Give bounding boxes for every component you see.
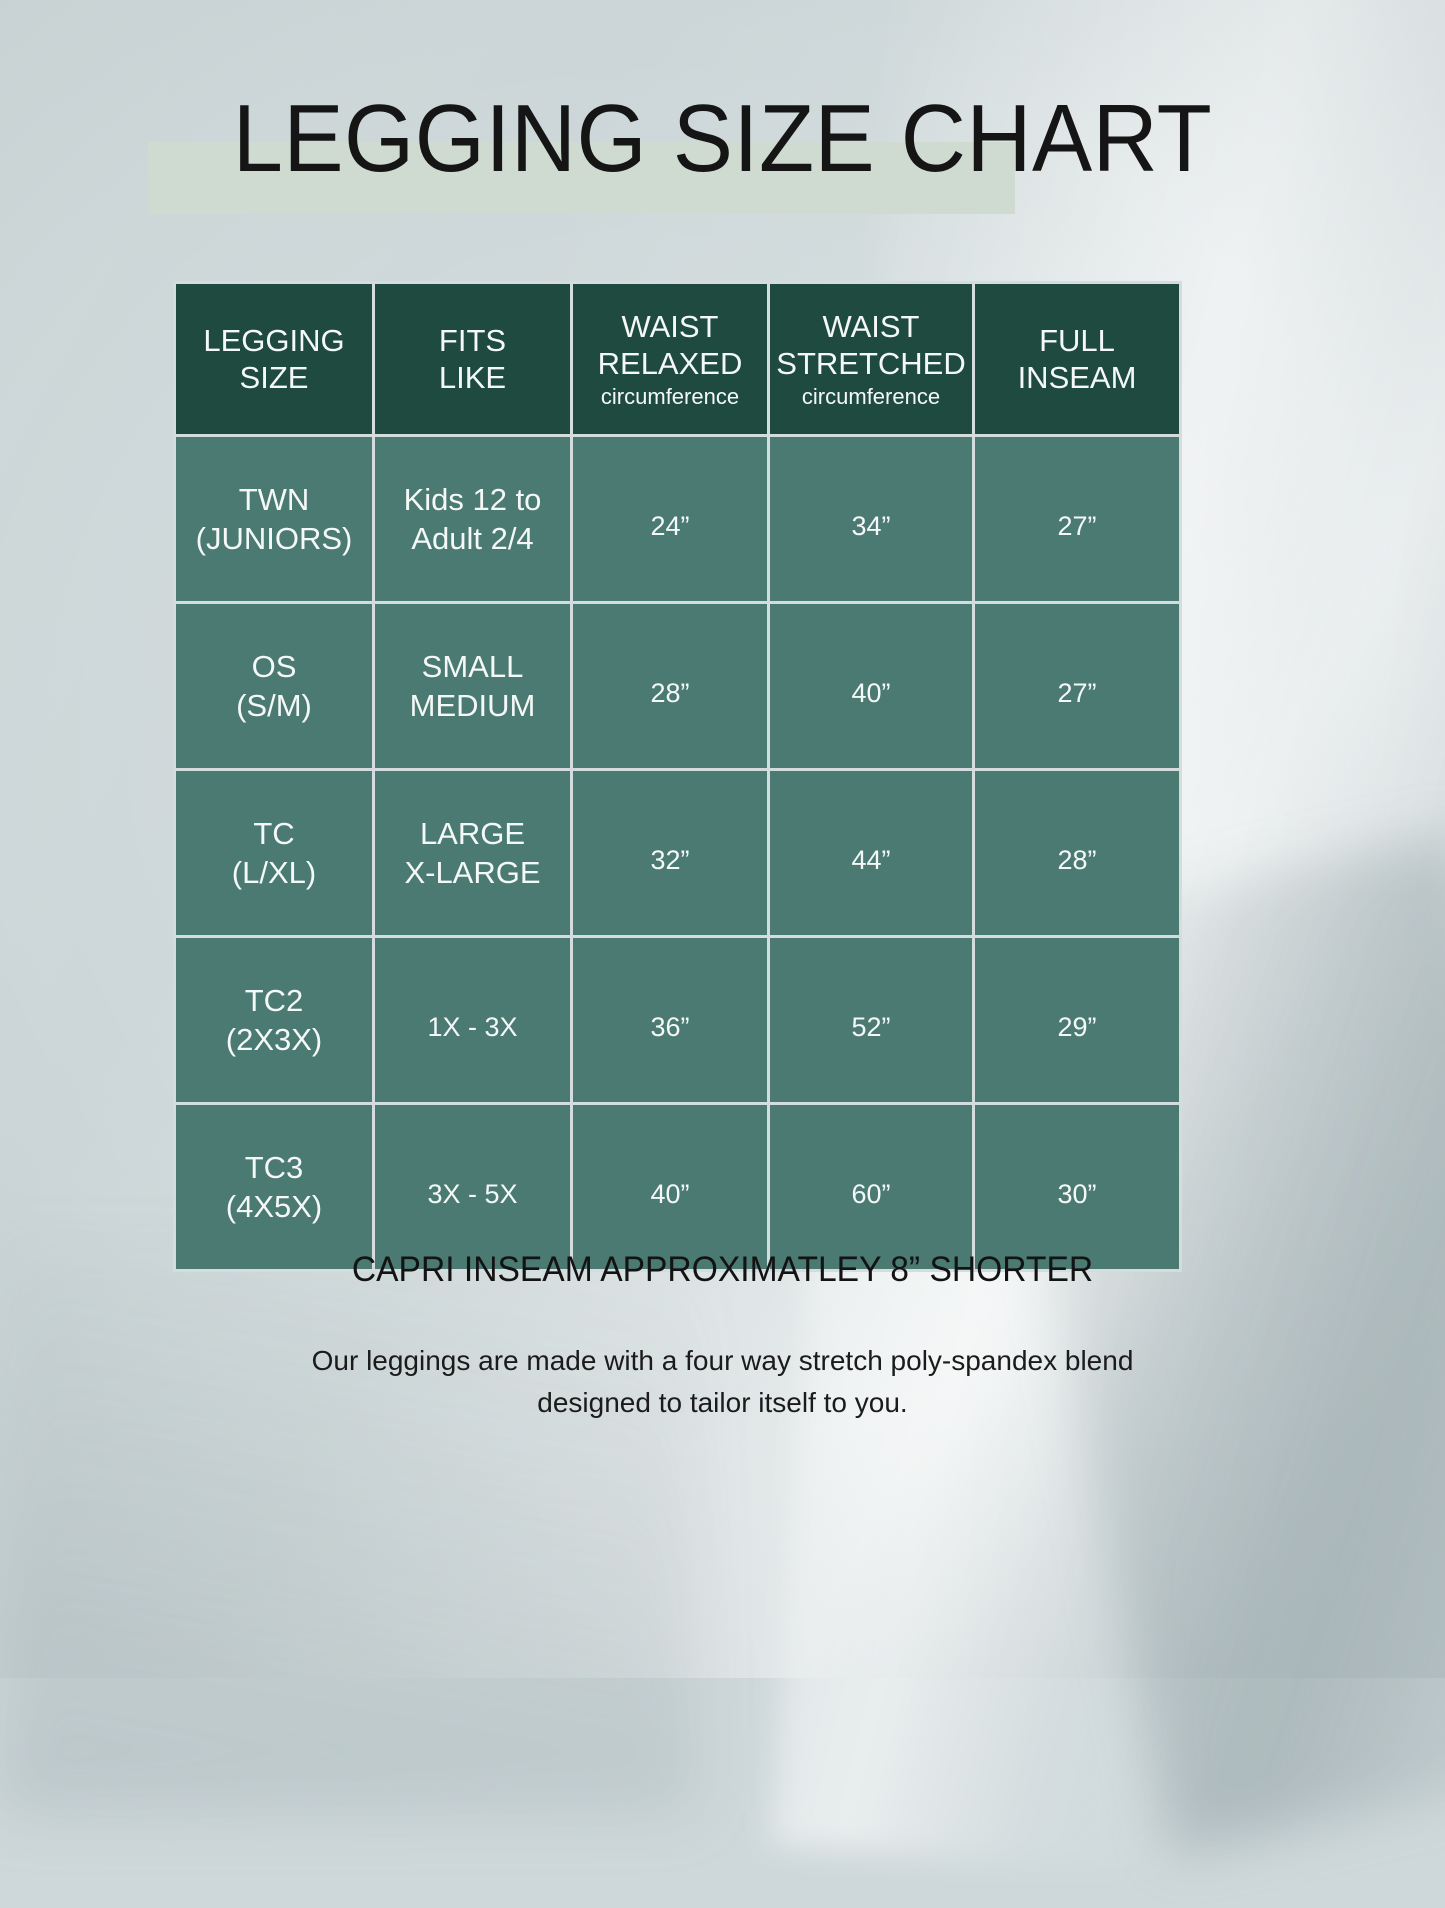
table-row: TC3 (4X5X) 3X - 5X 40” 60” 30” [173,1102,1182,1272]
table-row: TC (L/XL) LARGE X-LARGE 32” 44” 28” [173,768,1182,938]
cell-fits-like: SMALL MEDIUM [372,601,573,771]
cell-fits-like: Kids 12 to Adult 2/4 [372,434,573,604]
fits-line-1: Kids 12 to [403,482,542,517]
size-line-1: TC3 [244,1150,304,1185]
cell-waist-stretched: 60” [767,1102,975,1272]
table-header-row: LEGGING SIZE FITS LIKE WAIST RELAXED cir… [173,281,1182,437]
fabric-blend-note-line-1: Our leggings are made with a four way st… [311,1345,1134,1376]
size-line-1: OS [251,649,297,684]
cell-legging-size: TC (L/XL) [173,768,375,938]
cell-full-inseam: 30” [972,1102,1182,1272]
header-line-2: SIZE [239,360,309,395]
cell-full-inseam: 28” [972,768,1182,938]
header-line-1: FULL [1039,323,1115,358]
cell-fits-like: 3X - 5X [372,1102,573,1272]
page-content: LEGGING SIZE CHART LEGGING SIZE FITS LIK… [0,80,1445,1424]
header-subtext: circumference [600,384,740,409]
cell-fits-like: LARGE X-LARGE [372,768,573,938]
column-header-legging-size: LEGGING SIZE [173,281,375,437]
fabric-blend-note: Our leggings are made with a four way st… [0,1340,1445,1424]
column-header-waist-relaxed: WAIST RELAXED circumference [570,281,770,437]
size-line-2: (4X5X) [225,1189,323,1224]
size-line-2: (JUNIORS) [195,521,353,556]
column-header-full-inseam: FULL INSEAM [972,281,1182,437]
cell-waist-relaxed: 36” [570,935,770,1105]
cell-waist-stretched: 40” [767,601,975,771]
title-highlight-band [148,142,1015,214]
fits-line-2: X-LARGE [404,855,541,890]
cell-full-inseam: 29” [972,935,1182,1105]
size-line-1: TC2 [244,983,304,1018]
cell-legging-size: TC2 (2X3X) [173,935,375,1105]
cell-waist-relaxed: 24” [570,434,770,604]
table-body: TWN (JUNIORS) Kids 12 to Adult 2/4 24” 3… [173,434,1182,1272]
size-line-2: (L/XL) [231,855,317,890]
cell-legging-size: TC3 (4X5X) [173,1102,375,1272]
cell-waist-relaxed: 28” [570,601,770,771]
fits-line-1: LARGE [419,816,526,851]
table-row: TC2 (2X3X) 1X - 3X 36” 52” 29” [173,935,1182,1105]
header-line-1: WAIST [822,309,920,344]
header-subtext: circumference [801,384,941,409]
table-header: LEGGING SIZE FITS LIKE WAIST RELAXED cir… [173,281,1182,437]
cell-full-inseam: 27” [972,601,1182,771]
cell-waist-relaxed: 40” [570,1102,770,1272]
title-block: LEGGING SIZE CHART [0,80,1445,214]
header-line-1: LEGGING [203,323,345,358]
table-row: OS (S/M) SMALL MEDIUM 28” 40” 27” [173,601,1182,771]
header-line-1: WAIST [621,309,719,344]
fits-line-2: Adult 2/4 [411,521,534,556]
cell-legging-size: OS (S/M) [173,601,375,771]
cell-waist-stretched: 52” [767,935,975,1105]
cell-waist-stretched: 44” [767,768,975,938]
header-line-2: STRETCHED [776,346,966,381]
cell-waist-stretched: 34” [767,434,975,604]
table-row: TWN (JUNIORS) Kids 12 to Adult 2/4 24” 3… [173,434,1182,604]
header-line-2: LIKE [438,360,507,395]
header-line-2: INSEAM [1017,360,1137,395]
header-line-1: FITS [438,323,507,358]
column-header-fits-like: FITS LIKE [372,281,573,437]
fabric-blend-note-line-2: designed to tailor itself to you. [537,1387,908,1418]
size-line-2: (2X3X) [225,1022,323,1057]
legging-size-table: LEGGING SIZE FITS LIKE WAIST RELAXED cir… [173,281,1182,1272]
size-line-1: TWN [238,482,310,517]
fits-line-2: MEDIUM [409,688,536,723]
size-line-2: (S/M) [236,688,312,723]
cell-full-inseam: 27” [972,434,1182,604]
page-title: LEGGING SIZE CHART [232,85,1213,192]
cell-waist-relaxed: 32” [570,768,770,938]
header-line-2: RELAXED [597,346,743,381]
column-header-waist-stretched: WAIST STRETCHED circumference [767,281,975,437]
size-line-1: TC [253,816,295,851]
cell-legging-size: TWN (JUNIORS) [173,434,375,604]
fits-line-1: SMALL [421,649,524,684]
capri-inseam-note: CAPRI INSEAM APPROXIMATLEY 8” SHORTER [351,1250,1094,1289]
cell-fits-like: 1X - 3X [372,935,573,1105]
